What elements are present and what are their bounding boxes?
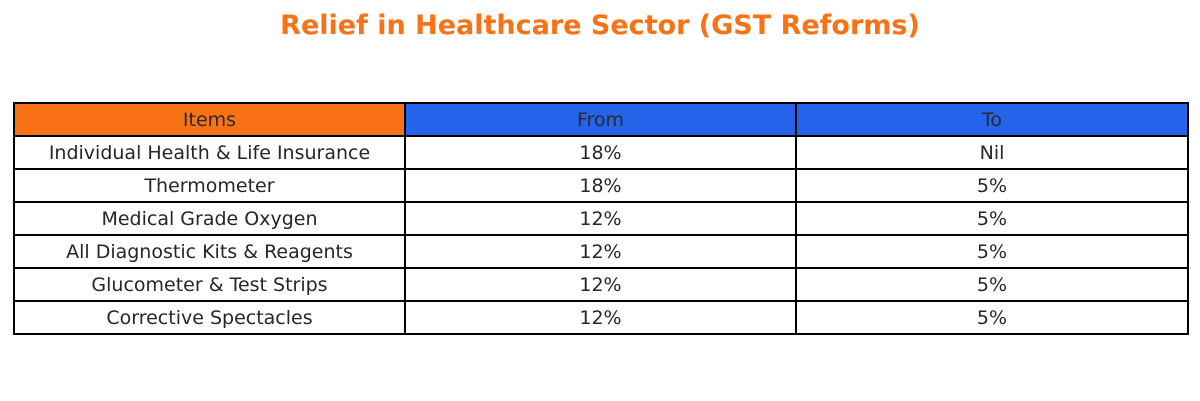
cell-item: Thermometer	[13, 168, 406, 203]
cell-from: 12%	[404, 234, 797, 269]
cell-from: 18%	[404, 168, 797, 203]
header-items: Items	[13, 102, 406, 137]
cell-item: Corrective Spectacles	[13, 300, 406, 335]
table-row: Medical Grade Oxygen 12% 5%	[13, 201, 1189, 236]
table-row: Individual Health & Life Insurance 18% N…	[13, 135, 1189, 170]
header-from: From	[404, 102, 797, 137]
table-row: All Diagnostic Kits & Reagents 12% 5%	[13, 234, 1189, 269]
gst-table: Items From To Individual Health & Life I…	[13, 102, 1189, 335]
cell-item: Glucometer & Test Strips	[13, 267, 406, 302]
table-row: Glucometer & Test Strips 12% 5%	[13, 267, 1189, 302]
cell-item: Individual Health & Life Insurance	[13, 135, 406, 170]
cell-from: 18%	[404, 135, 797, 170]
cell-from: 12%	[404, 300, 797, 335]
table-row: Thermometer 18% 5%	[13, 168, 1189, 203]
cell-to: 5%	[795, 201, 1189, 236]
cell-from: 12%	[404, 201, 797, 236]
cell-to: 5%	[795, 234, 1189, 269]
cell-to: Nil	[795, 135, 1189, 170]
cell-to: 5%	[795, 168, 1189, 203]
cell-to: 5%	[795, 267, 1189, 302]
cell-from: 12%	[404, 267, 797, 302]
table-header-row: Items From To	[13, 102, 1189, 137]
page-title: Relief in Healthcare Sector (GST Reforms…	[280, 10, 920, 41]
header-to: To	[795, 102, 1189, 137]
cell-item: Medical Grade Oxygen	[13, 201, 406, 236]
cell-item: All Diagnostic Kits & Reagents	[13, 234, 406, 269]
cell-to: 5%	[795, 300, 1189, 335]
table-row: Corrective Spectacles 12% 5%	[13, 300, 1189, 335]
